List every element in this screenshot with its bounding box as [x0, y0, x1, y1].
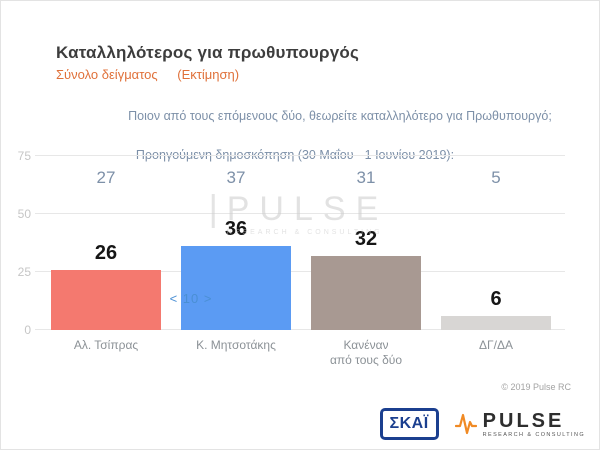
bar-neither — [311, 255, 421, 330]
bar-value-label: 26 — [94, 241, 118, 264]
gridline — [35, 329, 565, 330]
bar-column: 36 — [171, 156, 301, 330]
difference-annotation: < 10 > — [169, 291, 213, 306]
pulse-logo-subtext: RESEARCH & CONSULTING — [482, 431, 585, 438]
subtitle-sample: Σύνολο δείγματος — [56, 67, 158, 82]
skai-logo: ΣΚΑΪ — [379, 408, 439, 440]
category-label: Κ. Μητσοτάκης — [196, 338, 276, 352]
x-axis-labels: Αλ. Τσίπρας Κ. Μητσοτάκης Κανέναν από το… — [41, 338, 561, 368]
y-tick-label: 50 — [17, 207, 31, 222]
subtitle-note: (Εκτίμηση) — [177, 67, 240, 82]
previous-value: 31 — [356, 168, 376, 187]
y-tick-label: 0 — [24, 323, 31, 337]
previous-values-row: 27 37 31 5 — [41, 168, 561, 188]
bar-mitsotakis — [181, 246, 291, 330]
copyright-note: © 2019 Pulse RC — [501, 382, 571, 392]
previous-value: 5 — [491, 168, 501, 187]
bar-column: 32 — [301, 156, 431, 330]
y-tick-label: 75 — [17, 149, 31, 163]
previous-value: 27 — [96, 168, 116, 187]
bars-container: 26 36 32 6 — [41, 156, 561, 330]
plot-area: 27 37 31 5 26 36 32 6 < 10 > — [35, 155, 565, 330]
bar-value-label: 36 — [224, 218, 248, 241]
pulse-logo: PULSE RESEARCH & CONSULTING — [454, 409, 585, 438]
poll-question: Ποιον από τους επόμενους δύο, θεωρείτε κ… — [128, 109, 552, 123]
bar-dk-na — [441, 316, 551, 330]
gridline — [35, 271, 565, 272]
previous-value: 37 — [226, 168, 246, 187]
bar-column: 26 — [41, 156, 171, 330]
bar-value-label: 32 — [354, 227, 378, 250]
bar-column: 6 — [431, 156, 561, 330]
category-label: ΔΓ/ΔΑ — [479, 338, 513, 352]
footer-logos: ΣΚΑΪ PULSE RESEARCH & CONSULTING — [379, 408, 586, 440]
y-axis: 0 25 50 75 — [9, 149, 33, 337]
category-label: Αλ. Τσίπρας — [73, 338, 139, 352]
bar-tsipras — [51, 269, 161, 330]
y-tick-label: 25 — [17, 265, 31, 280]
subtitle: Σύνολο δείγματος (Εκτίμηση) — [56, 67, 239, 82]
bar-value-label: 6 — [490, 288, 502, 311]
pulse-waveform-icon — [454, 413, 477, 435]
page-title: Καταλληλότερος για πρωθυπουργός — [56, 43, 360, 62]
gridline — [35, 213, 565, 214]
gridline — [35, 155, 565, 156]
pulse-logo-text: PULSE — [482, 409, 565, 432]
category-label: Κανέναν από τους δύο — [329, 338, 403, 367]
